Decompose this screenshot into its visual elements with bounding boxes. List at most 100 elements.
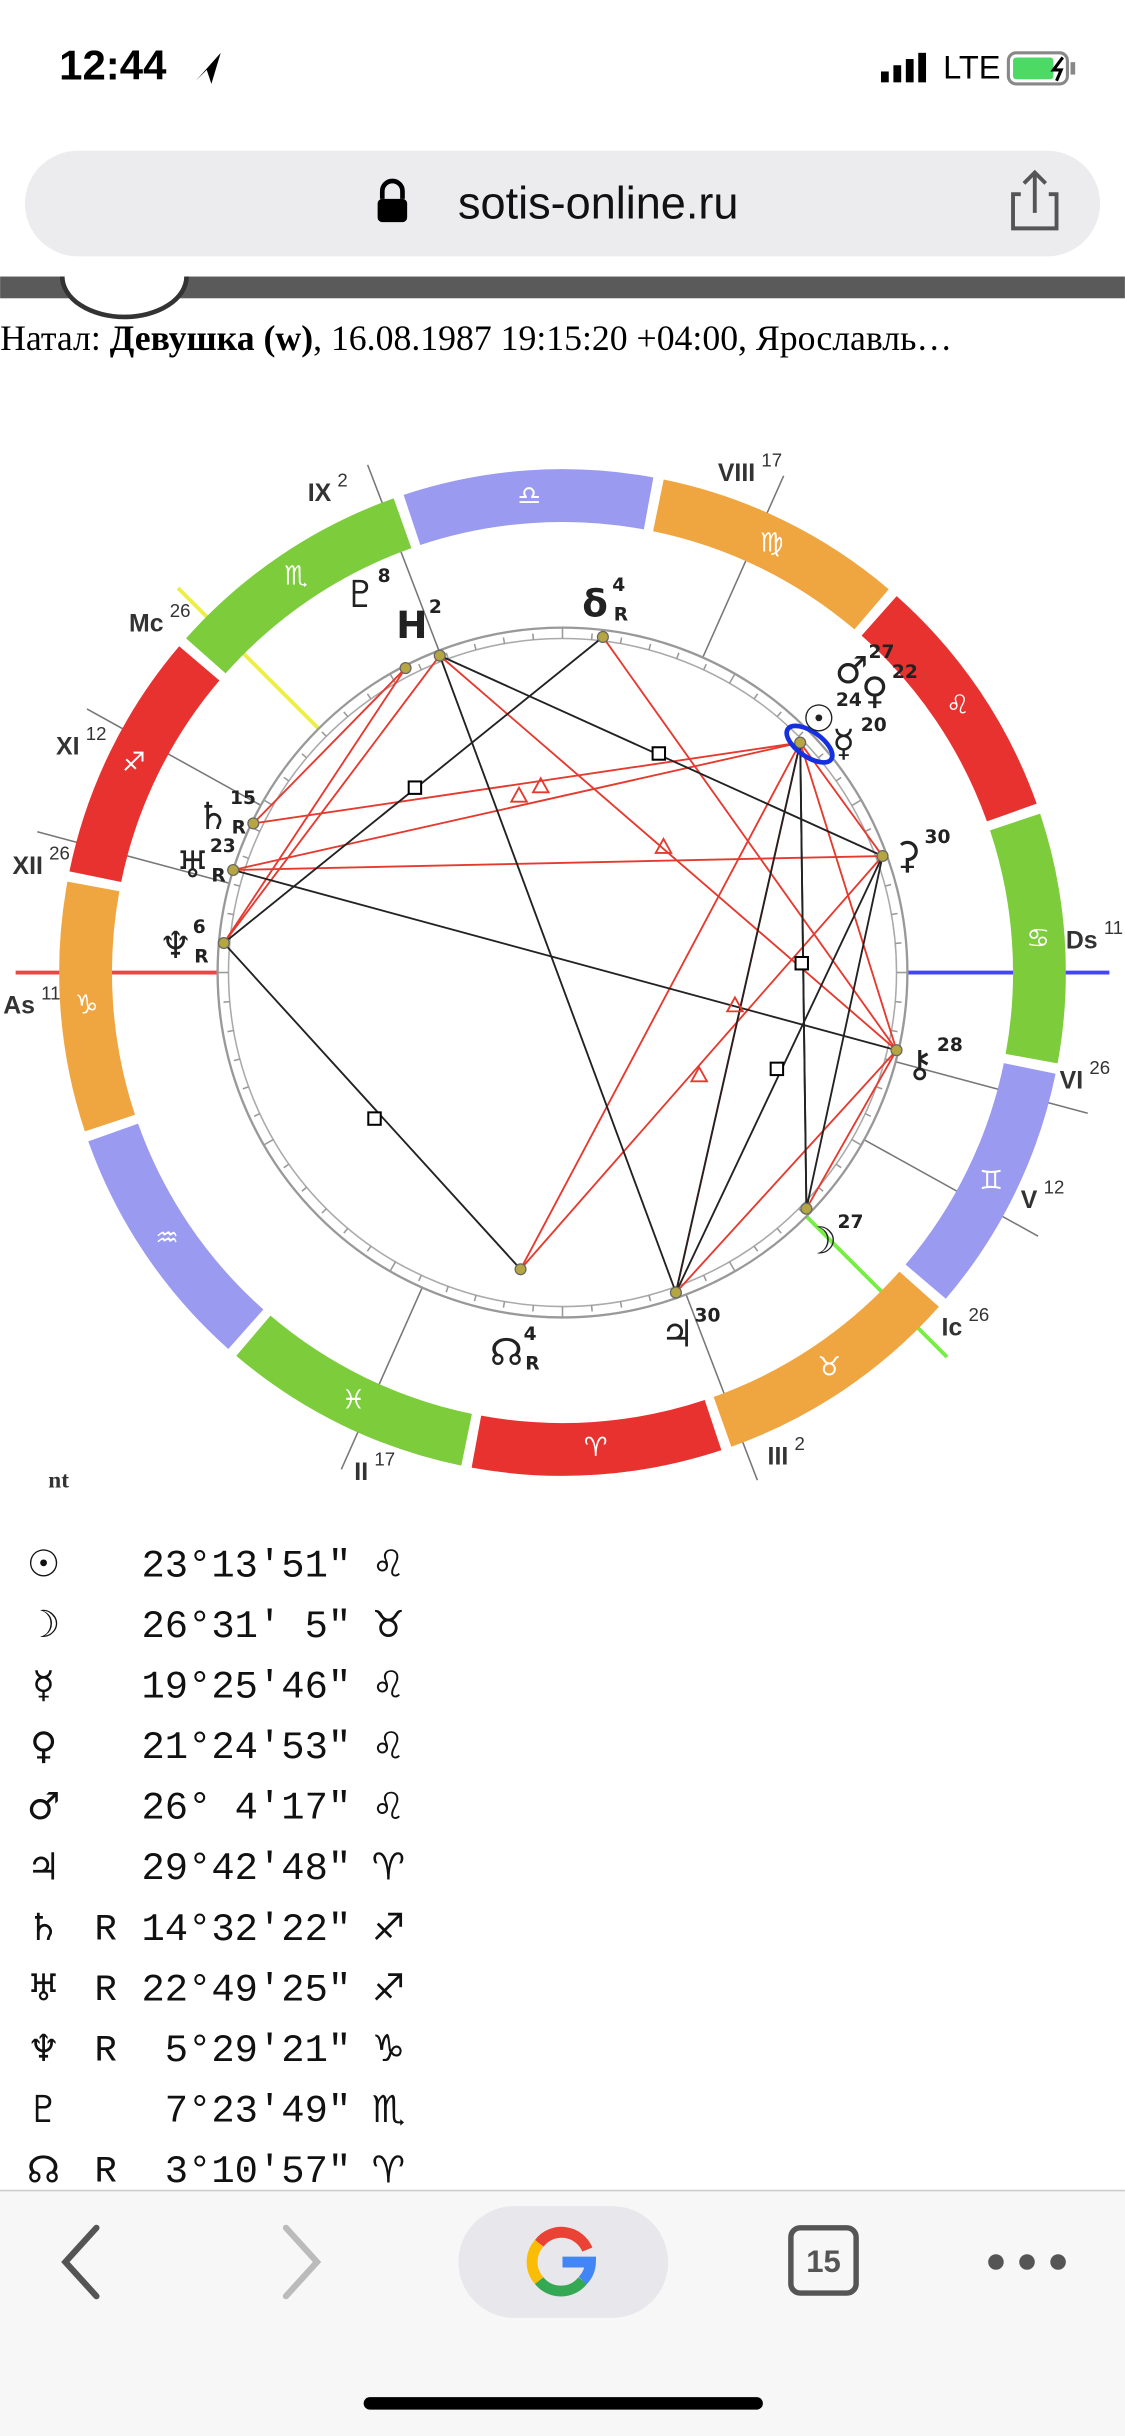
dot xyxy=(1050,2254,1066,2270)
dot xyxy=(1019,2254,1035,2270)
aspect-symbol xyxy=(367,1111,382,1126)
aspect-line xyxy=(805,1049,898,1210)
degree-tick xyxy=(242,1086,249,1090)
position-glyph: ☉ xyxy=(27,1542,60,1586)
sign-segment xyxy=(905,1062,1056,1299)
caption-name: Девушка (w) xyxy=(110,318,313,358)
battery-cap xyxy=(1070,62,1076,75)
degree-tick xyxy=(648,1294,652,1302)
position-degree: 14°32′22″ xyxy=(141,1908,351,1952)
sign-glyph: ♉ xyxy=(817,1351,841,1382)
house-name: XII xyxy=(13,852,43,879)
share-box xyxy=(1011,192,1059,231)
sign-segment xyxy=(861,596,1037,822)
house-cusp xyxy=(863,1139,1039,1237)
house-name: Ds xyxy=(1066,927,1098,954)
degree-tick xyxy=(502,637,506,644)
sign-segment xyxy=(88,1123,264,1349)
aspect-symbol xyxy=(651,746,667,761)
house-degree: 12 xyxy=(86,723,107,744)
degree-tick xyxy=(864,828,872,833)
degree-tick xyxy=(445,652,449,659)
share-button[interactable] xyxy=(1011,169,1059,231)
planet-retro: R xyxy=(211,866,225,887)
aspect-symbol xyxy=(654,837,673,854)
position-sign: ♌ xyxy=(372,1542,405,1586)
logo-arc xyxy=(534,2276,587,2297)
degree-tick xyxy=(532,633,535,640)
forward-button[interactable] xyxy=(282,2224,322,2300)
sign-segment xyxy=(403,469,654,546)
charging-icon xyxy=(1050,56,1064,82)
aspect-line xyxy=(253,741,801,825)
address-bar[interactable] xyxy=(24,150,1101,257)
planet-glyph: ☿ xyxy=(832,721,855,765)
site-logo[interactable] xyxy=(59,276,189,320)
degree-tick xyxy=(418,663,423,671)
degree-tick xyxy=(619,1301,623,1308)
planet-degree: 20 xyxy=(861,715,887,736)
planet-degree: 8 xyxy=(378,566,391,587)
network-label: LTE xyxy=(943,49,1000,86)
signal-bar xyxy=(880,71,889,83)
sign-glyph: ♊ xyxy=(979,1165,1003,1196)
position-degree: 21°24′53″ xyxy=(141,1726,351,1770)
degree-tick xyxy=(321,731,327,737)
sign-segment xyxy=(713,1271,939,1447)
planet-glyph: ♃ xyxy=(661,1312,694,1356)
planet-dot xyxy=(217,936,230,950)
position-sign: ♑ xyxy=(372,2026,405,2070)
degree-tick xyxy=(227,912,234,916)
planet-dot xyxy=(433,649,446,662)
position-glyph: ♆ xyxy=(27,2026,60,2070)
degree-tick xyxy=(301,753,308,759)
degree-tick xyxy=(702,1274,707,1282)
tabs-button[interactable] xyxy=(788,2225,859,2296)
planet-glyph: H xyxy=(396,603,427,647)
position-sign: ♈ xyxy=(372,1844,405,1888)
sign-glyph: ♈ xyxy=(584,1432,608,1463)
sign-glyph: ♌ xyxy=(946,689,970,720)
degree-tick xyxy=(233,1058,241,1062)
degree-tick xyxy=(389,673,397,684)
degree-tick xyxy=(253,1112,261,1118)
legend-label: nt xyxy=(48,1467,69,1493)
sign-segment xyxy=(652,479,889,630)
aspect-line xyxy=(519,855,884,1270)
degree-tick xyxy=(619,637,623,644)
location-icon xyxy=(195,52,221,84)
house-degree: 26 xyxy=(1089,1057,1110,1078)
position-glyph: ♀ xyxy=(30,1723,57,1767)
aspect-symbol xyxy=(531,776,551,794)
position-sign: ♐ xyxy=(372,1905,405,1949)
planet-dot xyxy=(876,849,889,863)
degree-tick xyxy=(851,1138,862,1146)
house-degree: 2 xyxy=(795,1433,805,1454)
aspect-symbol xyxy=(407,780,423,795)
position-glyph: ☊ xyxy=(27,2147,60,2191)
aspect-symbol xyxy=(725,995,745,1013)
aspect-line xyxy=(602,636,898,1051)
logo-arc xyxy=(562,2256,597,2285)
logo-arc xyxy=(534,2226,593,2252)
signal-bar xyxy=(893,65,902,83)
planet-glyph: ♂ xyxy=(835,648,868,692)
degree-tick xyxy=(798,731,804,737)
position-sign: ♈ xyxy=(372,2147,405,2191)
planet-degree: 27 xyxy=(869,642,895,663)
aspect-line xyxy=(519,742,802,1270)
sign-glyph: ♋ xyxy=(1026,923,1050,954)
back-button[interactable] xyxy=(61,2224,100,2300)
position-degree: 26° 4′17″ xyxy=(141,1787,351,1831)
position-glyph: ♅ xyxy=(27,1966,60,2010)
position-retro: R xyxy=(95,1909,117,1951)
aspect-line xyxy=(675,742,802,1293)
signal-bar xyxy=(905,59,914,83)
degree-tick xyxy=(753,1245,759,1252)
aspect-symbol xyxy=(689,1065,709,1083)
aspect-line xyxy=(223,667,407,944)
degree-tick xyxy=(776,711,782,718)
position-degree: 7°23′49″ xyxy=(141,2090,351,2134)
more-button[interactable] xyxy=(988,2254,1066,2270)
url[interactable]: sotis-online.ru xyxy=(458,178,738,229)
